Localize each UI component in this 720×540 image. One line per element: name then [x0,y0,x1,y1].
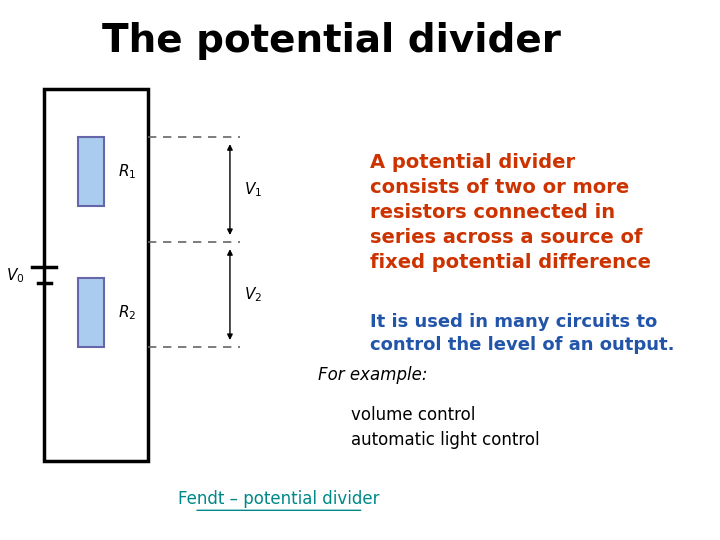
Text: A potential divider
consists of two or more
resistors connected in
series across: A potential divider consists of two or m… [370,153,651,272]
Bar [44,89,148,461]
Text: $R_1$: $R_1$ [119,163,137,181]
Text: Fendt – potential divider: Fendt – potential divider [178,490,379,508]
Bar [78,278,104,347]
Text: volume control
automatic light control: volume control automatic light control [351,406,539,449]
Text: $R_2$: $R_2$ [119,303,137,322]
Text: $V_0$: $V_0$ [6,266,24,285]
Text: For example:: For example: [318,366,428,384]
Text: $V_1$: $V_1$ [244,180,262,199]
Text: It is used in many circuits to
control the level of an output.: It is used in many circuits to control t… [370,313,675,354]
Text: $V_2$: $V_2$ [244,285,262,304]
Text: The potential divider: The potential divider [102,22,560,60]
Bar [78,137,104,206]
